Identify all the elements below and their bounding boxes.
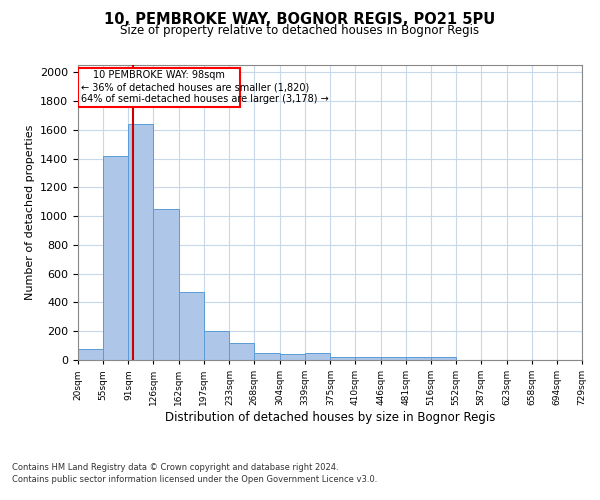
Bar — [406, 357, 431, 360]
Bar — [229, 342, 254, 360]
Text: Size of property relative to detached houses in Bognor Regis: Size of property relative to detached ho… — [121, 24, 479, 37]
Bar — [103, 156, 128, 360]
Bar — [78, 349, 103, 360]
Bar — [154, 209, 179, 360]
Text: 64% of semi-detached houses are larger (3,178) →: 64% of semi-detached houses are larger (… — [81, 94, 329, 104]
Bar — [280, 354, 305, 360]
Bar — [305, 353, 331, 360]
FancyBboxPatch shape — [78, 68, 240, 107]
Y-axis label: Number of detached properties: Number of detached properties — [25, 125, 35, 300]
X-axis label: Distribution of detached houses by size in Bognor Regis: Distribution of detached houses by size … — [165, 411, 495, 424]
Bar — [431, 357, 456, 360]
Bar — [355, 357, 381, 360]
Bar — [331, 357, 355, 360]
Bar — [128, 124, 154, 360]
Bar — [179, 292, 204, 360]
Text: Contains HM Land Registry data © Crown copyright and database right 2024.: Contains HM Land Registry data © Crown c… — [12, 464, 338, 472]
Bar — [381, 357, 406, 360]
Bar — [254, 353, 280, 360]
Text: 10 PEMBROKE WAY: 98sqm: 10 PEMBROKE WAY: 98sqm — [93, 70, 225, 81]
Text: ← 36% of detached houses are smaller (1,820): ← 36% of detached houses are smaller (1,… — [81, 82, 309, 92]
Text: Contains public sector information licensed under the Open Government Licence v3: Contains public sector information licen… — [12, 475, 377, 484]
Bar — [204, 331, 229, 360]
Text: 10, PEMBROKE WAY, BOGNOR REGIS, PO21 5PU: 10, PEMBROKE WAY, BOGNOR REGIS, PO21 5PU — [104, 12, 496, 28]
